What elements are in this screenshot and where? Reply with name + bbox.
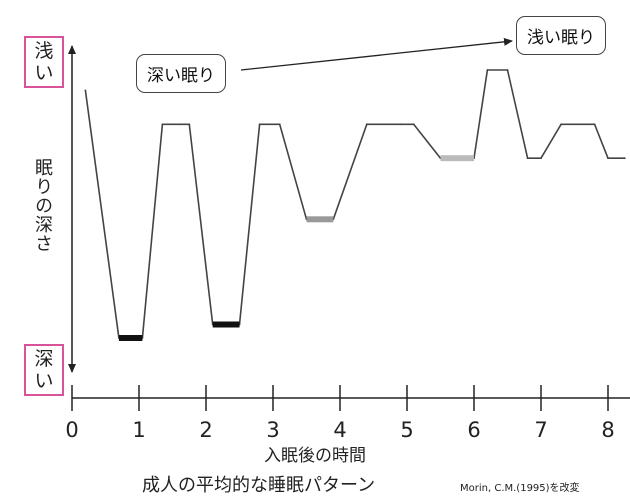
deep-stage-segment — [118, 335, 143, 341]
x-tick-label-1: 1 — [132, 418, 145, 442]
trend-arrow — [240, 37, 513, 71]
light-sleep-callout: 浅い眠り — [516, 16, 606, 55]
data-point — [540, 157, 542, 160]
sleep-depth-series — [84, 69, 625, 339]
data-point — [486, 69, 489, 71]
x-tick-label-3: 3 — [266, 418, 279, 442]
data-point — [412, 123, 415, 126]
data-point — [161, 123, 164, 126]
y-axis-title: 眠りの深さ — [32, 158, 53, 253]
x-tick-label-7: 7 — [534, 418, 547, 442]
data-point — [623, 157, 626, 160]
sleep-depth-line — [84, 69, 626, 341]
x-axis-title: 入眠後の時間 — [264, 446, 366, 466]
source-note: Morin, C.M.(1995)を改変 — [460, 483, 580, 494]
data-point — [278, 123, 281, 126]
data-point — [178, 123, 181, 126]
deep-stage-segment — [306, 216, 334, 223]
deep-stage-segment — [440, 155, 474, 162]
trend-arrow-line — [240, 37, 513, 71]
data-point — [593, 123, 596, 126]
data-point — [84, 89, 87, 92]
data-point — [560, 123, 562, 126]
y-top-label: 浅い — [24, 36, 64, 88]
x-tick-label-0: 0 — [65, 418, 78, 442]
y-bottom-label: 深い — [24, 344, 64, 396]
data-point — [526, 157, 529, 160]
data-point — [506, 69, 509, 71]
data-point — [188, 123, 191, 126]
deep-stage-segment — [212, 321, 240, 328]
x-tick-label-8: 8 — [601, 418, 614, 442]
data-point — [365, 123, 368, 126]
x-tick-label-4: 4 — [333, 418, 346, 442]
data-point — [399, 123, 402, 126]
data-point — [258, 123, 261, 126]
x-tick-label-2: 2 — [199, 418, 212, 442]
deep-sleep-callout: 深い眠り — [136, 54, 226, 93]
axes: 0 1 2 3 4 5 6 7 8 — [65, 45, 630, 442]
data-point — [607, 157, 609, 160]
x-tick-label-6: 6 — [467, 418, 480, 442]
chart-title: 成人の平均的な睡眠パターン — [142, 475, 376, 496]
x-tick-label-5: 5 — [400, 418, 413, 442]
